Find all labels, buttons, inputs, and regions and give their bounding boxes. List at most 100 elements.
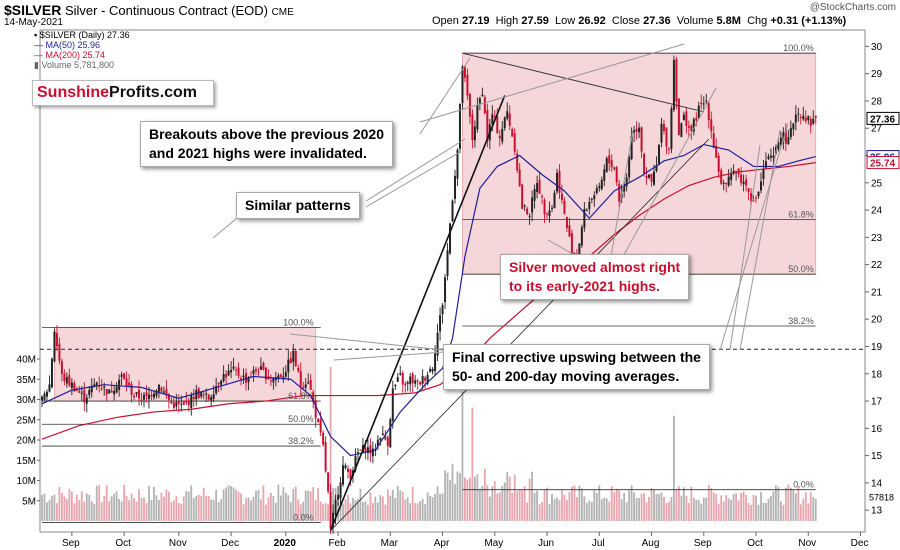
volume-bar bbox=[95, 485, 98, 521]
plot-frame bbox=[39, 29, 866, 533]
candle-body bbox=[650, 173, 653, 182]
candle-body bbox=[404, 383, 407, 386]
volume-bar bbox=[269, 492, 272, 521]
candle-body bbox=[456, 149, 459, 179]
volume-bar bbox=[775, 485, 777, 521]
candle-body bbox=[68, 375, 71, 386]
volume-bar bbox=[496, 493, 499, 521]
candle-body bbox=[324, 442, 327, 472]
candle-body bbox=[705, 100, 708, 102]
candle-body bbox=[630, 135, 633, 160]
volume-bar bbox=[90, 501, 93, 521]
volume-bar bbox=[362, 502, 364, 521]
volume-bar bbox=[110, 496, 113, 521]
candle-body bbox=[757, 191, 760, 197]
candle-body bbox=[202, 394, 205, 396]
candle-body bbox=[508, 113, 511, 126]
volume-bar bbox=[501, 485, 504, 521]
candle-body bbox=[269, 380, 272, 382]
candle-body bbox=[600, 179, 603, 190]
volume-bar bbox=[459, 473, 461, 521]
volume-bar bbox=[384, 504, 387, 521]
candle-body bbox=[297, 367, 300, 372]
volume-bar bbox=[381, 496, 384, 521]
volume-bar bbox=[386, 489, 389, 521]
volume-bar bbox=[575, 497, 578, 521]
candle-body bbox=[496, 115, 499, 133]
volume-bar bbox=[770, 496, 772, 521]
volume-bar bbox=[302, 501, 305, 521]
volume-bar bbox=[464, 477, 466, 521]
candle-body bbox=[364, 447, 367, 453]
price-tick-label: 16 bbox=[871, 424, 883, 435]
candle-body bbox=[653, 171, 656, 185]
volume-bar bbox=[476, 474, 479, 521]
candle-body bbox=[147, 394, 150, 400]
chg-value: +0.31 (+1.13%) bbox=[770, 15, 847, 27]
candle-body bbox=[175, 402, 178, 407]
volume-bar bbox=[364, 501, 367, 521]
candle-body bbox=[381, 433, 384, 435]
volume-bar bbox=[670, 497, 673, 521]
ma200-line bbox=[41, 161, 816, 440]
volume-bar bbox=[513, 474, 516, 521]
candle-body bbox=[570, 233, 573, 256]
callout-final-line1: Final corrective upswing between the bbox=[452, 349, 701, 365]
candle-body bbox=[140, 399, 143, 401]
volume-bar bbox=[153, 486, 155, 521]
candle-body bbox=[533, 189, 536, 201]
candle-body bbox=[563, 200, 566, 214]
candle-body bbox=[195, 389, 198, 400]
candle-body bbox=[262, 363, 265, 370]
candle-body bbox=[434, 353, 437, 371]
volume-bar bbox=[58, 487, 61, 521]
volume-bar bbox=[167, 491, 170, 521]
candle-body bbox=[347, 468, 350, 472]
volume-bar bbox=[319, 501, 322, 521]
volume-bar bbox=[722, 501, 725, 521]
resistance-trend-line bbox=[462, 52, 704, 113]
volume-bar bbox=[506, 471, 509, 521]
volume-bar bbox=[180, 503, 183, 521]
volume-bar bbox=[165, 489, 168, 521]
volume-bar bbox=[804, 492, 807, 521]
volume-bar bbox=[488, 496, 491, 521]
volume-bar bbox=[53, 494, 56, 521]
candle-body bbox=[50, 358, 53, 388]
candle-body bbox=[613, 167, 616, 169]
callout-pointer bbox=[619, 87, 717, 263]
candle-body bbox=[687, 126, 690, 128]
candle-body bbox=[436, 332, 439, 356]
volume-bar bbox=[710, 488, 713, 521]
volume-tick-label: 40M bbox=[17, 355, 36, 366]
candle-body bbox=[406, 381, 409, 384]
callout-pointer bbox=[333, 351, 445, 361]
candle-body bbox=[421, 376, 424, 384]
volume-bar bbox=[192, 498, 195, 521]
volume-bar bbox=[473, 476, 476, 521]
price-tick-label: 29 bbox=[871, 69, 883, 80]
volume-bar bbox=[528, 478, 531, 521]
candle-body bbox=[685, 111, 688, 127]
volume-bar bbox=[610, 486, 613, 521]
candle-body bbox=[732, 170, 735, 173]
candle-body bbox=[292, 350, 295, 362]
x-tick-label: Nov bbox=[798, 538, 816, 549]
candle-body bbox=[53, 331, 56, 362]
candle-body bbox=[657, 144, 660, 165]
candle-body bbox=[662, 124, 665, 131]
low-label: Low bbox=[554, 15, 576, 27]
candle-body bbox=[473, 126, 476, 141]
candle-body bbox=[73, 383, 76, 392]
volume-bar bbox=[802, 498, 805, 521]
candle-body bbox=[130, 384, 133, 395]
candle-body bbox=[725, 183, 728, 185]
candle-body bbox=[458, 103, 461, 149]
volume-bar bbox=[675, 489, 678, 521]
candle-body bbox=[376, 439, 379, 447]
volume-bar bbox=[521, 489, 524, 521]
volume-bar bbox=[745, 494, 747, 521]
volume-tick-label: 30M bbox=[17, 395, 36, 406]
candle-body bbox=[416, 380, 419, 382]
